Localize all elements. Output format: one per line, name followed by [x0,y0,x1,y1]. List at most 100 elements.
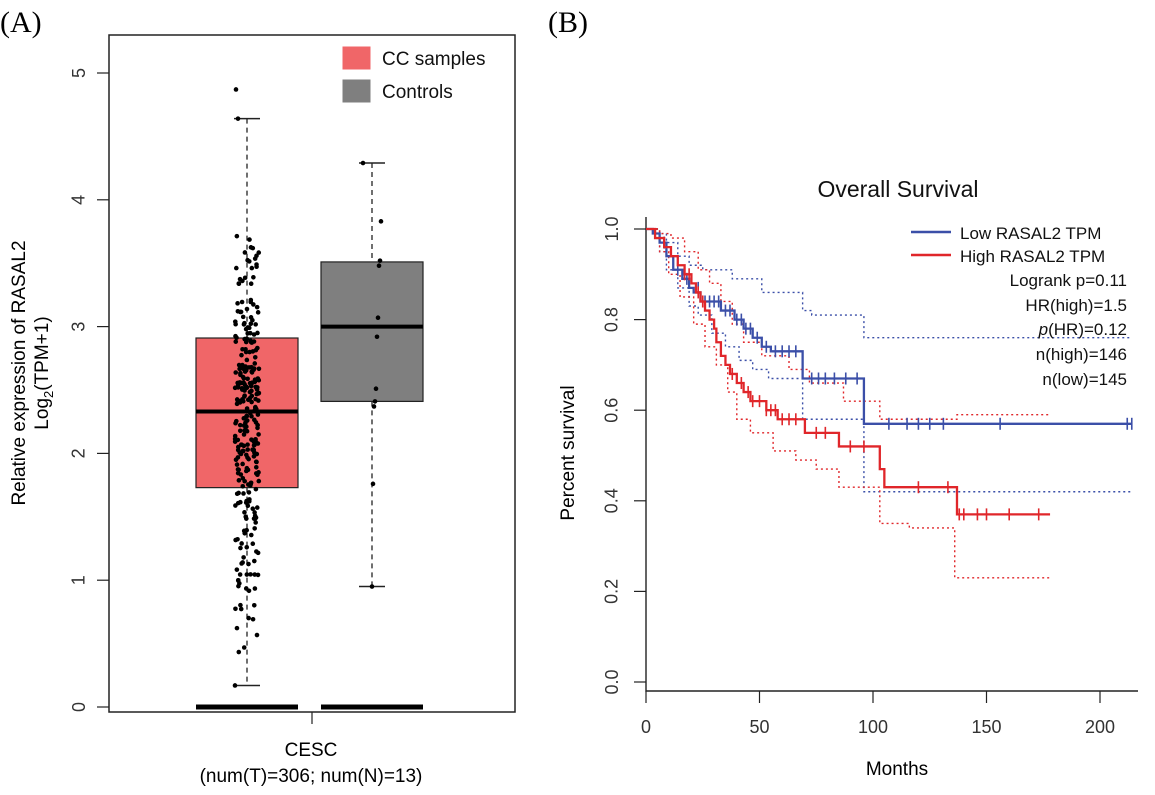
data-point [241,491,246,496]
n-high-stat: n(high)=146 [1036,345,1127,364]
ci-lower-low [646,228,1132,493]
data-point [235,578,241,583]
data-point [232,683,238,688]
box-1 [320,261,424,403]
data-point [246,615,251,621]
data-point [246,325,252,331]
data-point [252,377,258,383]
legend-label-low: Low RASAL2 TPM [960,224,1101,243]
data-point [254,632,260,638]
data-point [375,315,381,321]
data-point [238,370,243,376]
data-point [241,645,247,650]
legend-label-cc: CC samples [382,49,485,70]
data-point [243,346,248,352]
data-point [249,380,255,386]
data-point [235,116,241,121]
y-tick-label: 0 [69,702,89,712]
data-point [252,513,258,519]
data-point [248,572,253,577]
data-point [255,425,260,431]
data-point [240,475,246,481]
boxplot-y-title-line2: Log2(TPM+1) [32,316,56,429]
data-point [240,448,246,454]
data-point [243,514,249,520]
ylabel-tpm: (TPM+1) [32,316,53,390]
data-point [236,478,242,483]
data-point [246,456,251,462]
data-point [254,385,260,390]
survival-legend: Low RASAL2 TPM High RASAL2 TPM Logrank p… [911,224,1127,389]
y-tick-label: 0.0 [602,669,622,694]
data-point [237,380,243,385]
data-point [256,250,262,255]
data-point [249,399,254,405]
data-point [234,335,239,341]
data-point [236,649,242,655]
data-point [245,331,250,336]
ci-lower-high [646,228,1051,579]
data-point [254,304,260,310]
y-tick-label: 1.0 [602,216,622,241]
data-point [233,370,239,375]
data-point [244,385,250,391]
data-point [244,452,249,458]
boxplot-x-label: CESC [285,740,338,761]
data-point [233,321,238,327]
data-point [244,424,249,430]
data-point [250,616,256,622]
y-tick-label: 1 [69,575,89,585]
boxplot-y-title-line1: Relative expression of RASAL2 [9,240,30,505]
data-point [241,555,246,560]
data-point [244,544,250,550]
data-point [245,376,250,382]
y-tick-label: 5 [69,68,89,78]
survival-marks [646,227,1133,579]
data-point [254,505,260,510]
data-point [242,275,248,281]
survival-panel: Overall Survival 0.0 0.2 0.4 0.6 0.8 1.0 0 50 1… [558,176,1138,780]
data-point [242,393,247,398]
data-point [236,583,241,589]
data-point [245,442,250,447]
data-point [254,451,260,457]
data-point [245,257,250,263]
data-point [253,520,258,525]
data-point [360,160,366,166]
data-point [256,470,261,475]
data-point [250,317,255,323]
data-point [248,480,254,486]
data-point [251,332,257,337]
x-tick-label: 0 [641,717,651,737]
data-point [235,301,240,306]
data-point [244,413,250,419]
data-point [249,413,254,419]
survival-title: Overall Survival [817,176,978,202]
data-point [253,406,259,412]
data-point [244,465,250,471]
data-point [238,545,243,551]
data-point [239,352,244,358]
data-point [238,442,244,447]
data-point [234,233,240,239]
data-point [254,459,259,465]
boxplot-legend: CC samples Controls [342,46,485,103]
data-point [253,436,258,442]
legend-label-high: High RASAL2 TPM [960,247,1105,266]
data-point [239,299,245,305]
boxplot-marks [195,87,424,710]
y-tick-label: 4 [69,195,89,205]
data-point [237,572,243,577]
y-tick-label: 2 [69,448,89,458]
data-point [245,447,250,452]
data-point [244,406,250,411]
panel-a-label: (A) [0,6,42,39]
ylabel-subscript: 2 [41,391,56,398]
data-point [373,386,379,392]
data-point [234,491,240,497]
data-point [251,274,256,280]
data-point [233,339,239,344]
data-point [252,558,257,564]
data-point [255,310,261,315]
data-point [250,506,256,512]
